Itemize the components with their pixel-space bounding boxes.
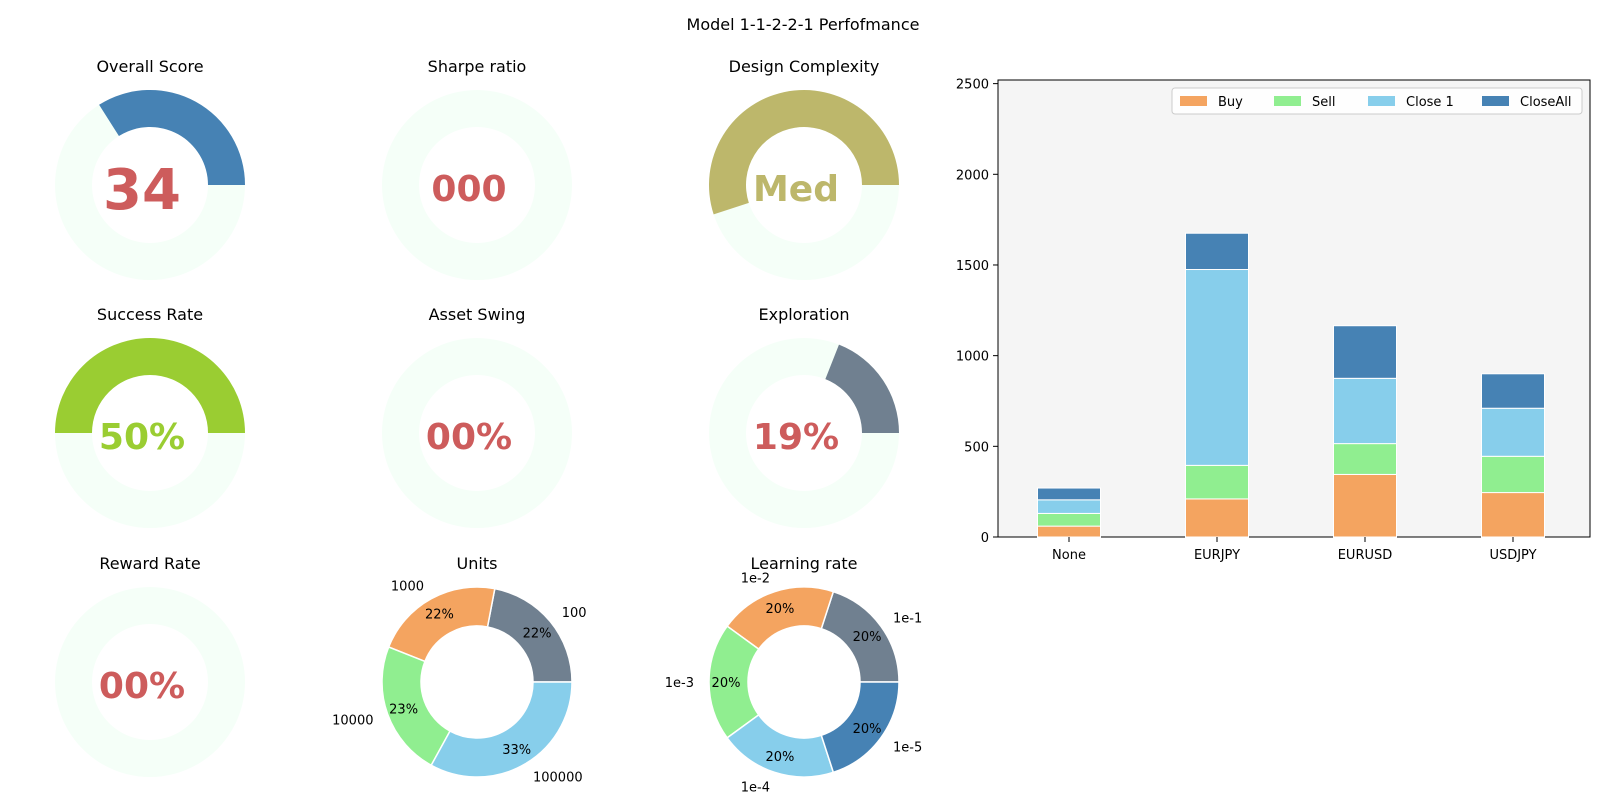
pie-slice bbox=[387, 586, 496, 663]
legend: Buy Sell Close 1 CloseAll bbox=[1171, 87, 1583, 115]
bar-segment bbox=[1185, 232, 1249, 271]
pie-slice-label: 1e-4 bbox=[741, 781, 770, 796]
pie-slice-label: 100000 bbox=[533, 771, 583, 786]
gauge-fill bbox=[709, 89, 899, 215]
legend-swatch bbox=[1368, 96, 1395, 106]
gauge-fill bbox=[825, 344, 899, 433]
pie-title: Learning rate bbox=[750, 554, 857, 573]
pie-pct-label: 33% bbox=[502, 743, 531, 758]
pie-pct-label: 22% bbox=[523, 626, 552, 641]
charts-layer: Overall Score 34 Sharpe ratio 000 Design Com… bbox=[55, 57, 1591, 796]
gauge-exploration: Exploration 19% bbox=[709, 305, 899, 529]
x-tick-label: None bbox=[1052, 548, 1086, 563]
pie-title: Units bbox=[457, 554, 498, 573]
gauge-title: Asset Swing bbox=[429, 305, 526, 324]
y-tick-label: 1500 bbox=[956, 259, 989, 274]
gauge-track bbox=[382, 338, 572, 529]
bar-segment bbox=[1185, 498, 1249, 538]
legend-swatch bbox=[1180, 96, 1207, 106]
bar-segment bbox=[1333, 443, 1397, 475]
pie-slice bbox=[430, 681, 573, 778]
bar-segment bbox=[1185, 464, 1249, 500]
gauge-value: 34 bbox=[103, 158, 181, 223]
gauge-title: Success Rate bbox=[97, 305, 203, 324]
gauge-value: 000 bbox=[431, 169, 506, 210]
gauge-reward-rate: Reward Rate 00% bbox=[55, 554, 246, 778]
gauge-fill bbox=[55, 338, 245, 433]
legend-swatch bbox=[1274, 96, 1301, 106]
stacked-bar-chart: 0 500 1000 1500 2000 2500 None EURJPY EURUSD USDJ… bbox=[956, 78, 1591, 563]
bar-segment bbox=[1333, 325, 1397, 379]
pie-pct-label: 20% bbox=[853, 630, 882, 645]
y-tick-label: 2000 bbox=[956, 168, 989, 183]
gauge-track bbox=[382, 90, 572, 281]
gauge-success-rate: Success Rate 50% bbox=[55, 305, 245, 529]
legend-label: CloseAll bbox=[1520, 95, 1572, 110]
bar-segment bbox=[1481, 373, 1545, 409]
pie-pct-label: 20% bbox=[853, 722, 882, 737]
bar-segment bbox=[1481, 492, 1545, 538]
gauge-title: Reward Rate bbox=[99, 554, 200, 573]
gauge-value: 19% bbox=[753, 417, 839, 458]
gauge-title: Exploration bbox=[759, 305, 850, 324]
bar-segment bbox=[1333, 377, 1397, 445]
gauge-title: Sharpe ratio bbox=[428, 57, 527, 76]
gauge-value: 00% bbox=[426, 417, 512, 458]
gauge-overall-score: Overall Score 34 bbox=[55, 57, 245, 281]
gauge-title: Overall Score bbox=[96, 57, 203, 76]
legend-swatch bbox=[1482, 96, 1509, 106]
y-tick-label: 0 bbox=[981, 531, 989, 546]
bar-segment bbox=[1185, 269, 1249, 466]
pie-slice bbox=[820, 681, 900, 774]
bar-segment bbox=[1481, 455, 1545, 494]
bar-segment bbox=[1037, 525, 1101, 538]
x-tick-label: USDJPY bbox=[1489, 548, 1536, 563]
gauge-track bbox=[55, 587, 246, 778]
figure-title: Model 1-1-2-2-1 Perfofmance bbox=[687, 15, 920, 34]
x-tick-label: EURJPY bbox=[1194, 548, 1240, 563]
pie-pct-label: 20% bbox=[765, 750, 794, 765]
gauge-sharpe-ratio: Sharpe ratio 000 bbox=[382, 57, 572, 281]
pie-pct-label: 23% bbox=[389, 702, 418, 717]
gauge-design-complexity: Design Complexity Med bbox=[709, 57, 899, 281]
bar-segment bbox=[1037, 512, 1101, 527]
x-tick-label: EURUSD bbox=[1338, 548, 1393, 563]
gauge-value: 00% bbox=[99, 666, 185, 707]
pie-slice-label: 1e-5 bbox=[893, 741, 922, 756]
gauge-title: Design Complexity bbox=[729, 57, 880, 76]
y-tick-label: 1000 bbox=[956, 350, 989, 365]
pie-pct-label: 20% bbox=[712, 676, 741, 691]
pie-pct-label: 20% bbox=[765, 602, 794, 617]
legend-label: Buy bbox=[1218, 95, 1243, 110]
pie-slice-label: 1e-2 bbox=[741, 571, 770, 586]
y-tick-label: 500 bbox=[964, 440, 989, 455]
pie-slice-label: 1000 bbox=[391, 580, 424, 595]
y-tick-label: 2500 bbox=[956, 78, 989, 93]
bar-segment bbox=[1481, 407, 1545, 457]
gauge-value: Med bbox=[753, 169, 839, 210]
gauge-value: 50% bbox=[99, 417, 185, 458]
pie-slice-label: 1e-3 bbox=[665, 676, 694, 691]
pie-pct-label: 22% bbox=[425, 608, 454, 623]
gauge-asset-swing: Asset Swing 00% bbox=[382, 305, 572, 529]
pie-slice-label: 10000 bbox=[332, 713, 373, 728]
legend-label: Sell bbox=[1312, 95, 1335, 110]
bar-segment bbox=[1333, 473, 1397, 538]
bar-segment bbox=[1037, 499, 1101, 514]
pie-learning-rate: Learning rate 20% 1e-1 20% 1e-2 20% 1e-3 20% 1e-… bbox=[665, 554, 922, 796]
gauge-fill bbox=[99, 89, 245, 185]
pie-slice-label: 1e-1 bbox=[893, 611, 922, 626]
pie-slice-label: 100 bbox=[562, 606, 587, 621]
bar-segment bbox=[1037, 487, 1101, 501]
legend-label: Close 1 bbox=[1406, 95, 1454, 110]
